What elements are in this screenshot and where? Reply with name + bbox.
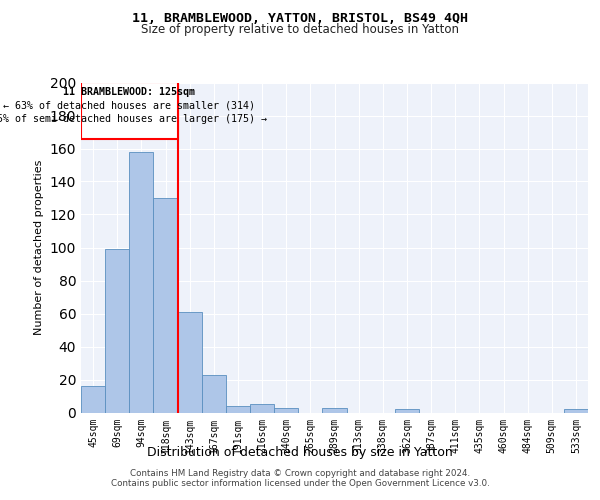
- Text: ← 63% of detached houses are smaller (314): ← 63% of detached houses are smaller (31…: [3, 100, 255, 110]
- Bar: [178, 312, 202, 412]
- Bar: [274, 408, 298, 412]
- Bar: [564, 409, 588, 412]
- Text: 35% of semi-detached houses are larger (175) →: 35% of semi-detached houses are larger (…: [0, 114, 267, 124]
- Bar: [202, 374, 226, 412]
- Bar: [81, 386, 105, 412]
- Bar: [154, 198, 178, 412]
- Bar: [226, 406, 250, 412]
- Text: Contains public sector information licensed under the Open Government Licence v3: Contains public sector information licen…: [110, 479, 490, 488]
- Text: Contains HM Land Registry data © Crown copyright and database right 2024.: Contains HM Land Registry data © Crown c…: [130, 470, 470, 478]
- Bar: [129, 152, 154, 412]
- Bar: [105, 249, 129, 412]
- Bar: [81, 82, 178, 138]
- Bar: [395, 409, 419, 412]
- Text: 11 BRAMBLEWOOD: 125sqm: 11 BRAMBLEWOOD: 125sqm: [63, 88, 195, 98]
- Y-axis label: Number of detached properties: Number of detached properties: [34, 160, 44, 335]
- Bar: [250, 404, 274, 412]
- Bar: [322, 408, 347, 412]
- Text: 11, BRAMBLEWOOD, YATTON, BRISTOL, BS49 4QH: 11, BRAMBLEWOOD, YATTON, BRISTOL, BS49 4…: [132, 12, 468, 26]
- Text: Size of property relative to detached houses in Yatton: Size of property relative to detached ho…: [141, 24, 459, 36]
- Text: Distribution of detached houses by size in Yatton: Distribution of detached houses by size …: [147, 446, 453, 459]
